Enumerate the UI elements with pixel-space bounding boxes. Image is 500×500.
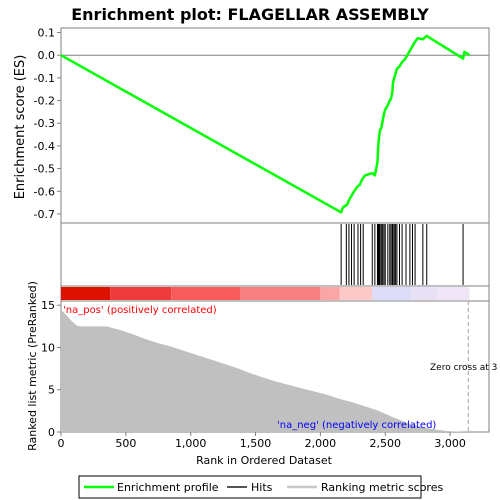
ranking-tick-label: 15 bbox=[41, 299, 55, 312]
rank-x-axis-ticks: 0 500 1,000 1,500 2,000 2,500 3,000 bbox=[58, 432, 466, 450]
color-bar-segment bbox=[339, 287, 373, 300]
enrichment-plot-area bbox=[60, 27, 490, 224]
legend-box bbox=[78, 475, 422, 499]
ranking-tick-label: 10 bbox=[41, 341, 55, 354]
hits-plot-area bbox=[60, 222, 490, 287]
rank-tick-label: 0 bbox=[58, 437, 65, 450]
es-tick-label: -0.7 bbox=[34, 208, 55, 221]
rank-tick-label: 3,000 bbox=[434, 437, 466, 450]
es-tick-label: -0.3 bbox=[34, 117, 55, 130]
zero-cross-label: Zero cross at 3 bbox=[430, 363, 497, 373]
enrichment-profile-line bbox=[60, 34, 471, 214]
es-tick-label: -0.2 bbox=[34, 95, 55, 108]
rank-tick-label: 2,000 bbox=[305, 437, 337, 450]
color-bar-segment bbox=[110, 287, 172, 300]
hits-panel bbox=[60, 222, 490, 287]
color-bar-segment bbox=[372, 287, 412, 300]
ranking-y-axis-ticks: 0 5 10 15 bbox=[41, 299, 61, 439]
legend-ranking-label: Ranking metric scores bbox=[321, 481, 443, 494]
enrichment-panel: 0.1 0.0 -0.1 -0.2 -0.3 -0.4 -0.5 -0.6 -0.7 Enric… bbox=[13, 27, 490, 224]
es-axis-ticks: 0.1 0.0 -0.1 -0.2 -0.3 -0.4 -0.5 -0.6 -0.7 bbox=[34, 27, 61, 221]
color-bar-segment bbox=[437, 287, 470, 300]
color-bar-segment bbox=[411, 287, 438, 300]
legend-enrichment-label: Enrichment profile bbox=[117, 481, 219, 494]
chart-title: Enrichment plot: FLAGELLAR ASSEMBLY bbox=[71, 5, 429, 24]
es-tick-label: -0.6 bbox=[34, 185, 55, 198]
legend-hits-label: Hits bbox=[251, 481, 273, 494]
color-bar-segment bbox=[320, 287, 340, 300]
rank-axis-label: Rank in Ordered Dataset bbox=[196, 454, 333, 467]
pos-correlated-label: 'na_pos' (positively correlated) bbox=[63, 305, 217, 316]
es-tick-label: -0.1 bbox=[34, 72, 55, 85]
rank-tick-label: 1,000 bbox=[175, 437, 207, 450]
es-tick-label: 0.0 bbox=[38, 49, 56, 62]
color-bar-segment bbox=[239, 287, 321, 300]
neg-correlated-label: 'na_neg' (negatively correlated) bbox=[277, 420, 436, 431]
es-axis-label: Enrichment score (ES) bbox=[13, 55, 28, 200]
rank-tick-label: 2,500 bbox=[369, 437, 401, 450]
rank-tick-label: 1,500 bbox=[240, 437, 272, 450]
color-bar-segment bbox=[61, 287, 111, 300]
hit-lines bbox=[340, 224, 464, 285]
es-tick-label: -0.4 bbox=[34, 140, 55, 153]
color-bar-panel bbox=[60, 285, 490, 302]
es-tick-label: 0.1 bbox=[38, 27, 56, 40]
es-tick-label: -0.5 bbox=[34, 163, 55, 176]
ranking-panel: Zero cross at 3 'na_pos' (positively cor… bbox=[26, 281, 497, 467]
rank-color-bar bbox=[61, 287, 470, 300]
ranking-tick-label: 5 bbox=[48, 384, 55, 397]
rank-tick-label: 500 bbox=[115, 437, 136, 450]
ranking-tick-label: 0 bbox=[48, 426, 55, 439]
legend: Enrichment profile Hits Ranking metric s… bbox=[78, 475, 443, 499]
color-bar-segment bbox=[171, 287, 240, 300]
ranking-metric-area bbox=[61, 309, 470, 432]
ranking-axis-label: Ranked list metric (PreRanked) bbox=[26, 281, 39, 451]
